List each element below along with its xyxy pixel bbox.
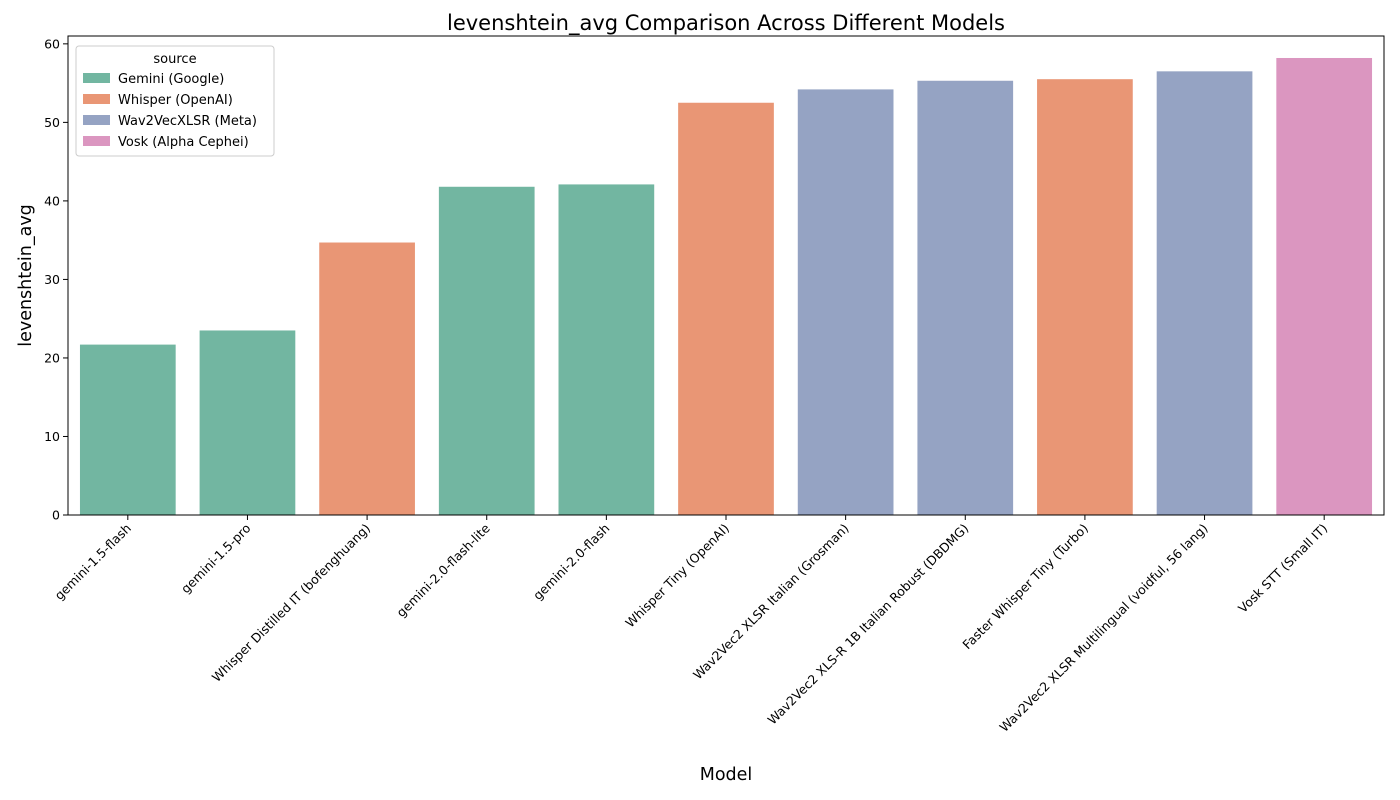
legend-entry-1: Whisper (OpenAI) [118,93,233,108]
y-axis: 0 10 20 30 40 50 60 [44,36,68,523]
x-tick-label-0: gemini-1.5-flash [52,521,134,603]
legend-swatch-2 [83,115,110,125]
x-tick-label-5: Whisper Tiny (OpenAI) [622,521,732,631]
bar-0 [79,344,176,515]
x-tick-label-1: gemini-1.5-pro [178,521,254,597]
legend-entry-0: Gemini (Google) [118,72,224,87]
x-tick-label-10: Vosk STT (Small IT) [1235,521,1330,616]
y-tick-label-5: 50 [44,115,60,130]
bar-6 [797,89,894,515]
bar-10 [1276,57,1373,516]
y-tick-label-3: 30 [44,272,60,287]
y-axis-label: levenshtein_avg [16,204,36,347]
y-tick-label-4: 40 [44,193,60,208]
legend-swatch-3 [83,136,110,146]
x-tick-label-7: Wav2Vec2 XLS-R 1B Italian Robust (DBDMG) [764,521,971,728]
x-tick-label-8: Faster Whisper Tiny (Turbo) [959,521,1091,653]
x-axis-label: Model [700,765,753,785]
bars-group [79,57,1373,516]
y-tick-label-0: 0 [52,508,60,523]
y-tick-label-1: 10 [44,429,60,444]
x-tick-label-9: Wav2Vec2 XLSR Multilingual (voidful, 56 … [996,521,1210,735]
bar-4 [558,184,655,515]
bar-1 [199,330,296,515]
plot-frame [67,35,1385,516]
legend-box [75,45,275,157]
bar-3 [438,186,535,515]
bar-5 [678,102,774,515]
y-tick-label-2: 20 [44,350,60,365]
legend-title: source [153,52,196,67]
legend-swatch-0 [83,73,110,83]
legend-entry-2: Wav2VecXLSR (Meta) [118,114,257,129]
bar-9 [1156,71,1253,516]
legend-entry-3: Vosk (Alpha Cephei) [118,135,249,150]
x-tick-label-4: gemini-2.0-flash [530,521,612,603]
y-tick-label-6: 60 [44,36,60,51]
bar-7 [917,80,1014,515]
legend-swatch-1 [83,94,110,104]
bar-8 [1037,79,1133,515]
chart-title: levenshtein_avg Comparison Across Differ… [447,11,1005,36]
bar-2 [319,242,415,516]
x-tick-label-3: gemini-2.0-flash-lite [393,520,493,620]
legend: source Gemini (Google) Whisper (OpenAI) Wa… [75,45,275,157]
